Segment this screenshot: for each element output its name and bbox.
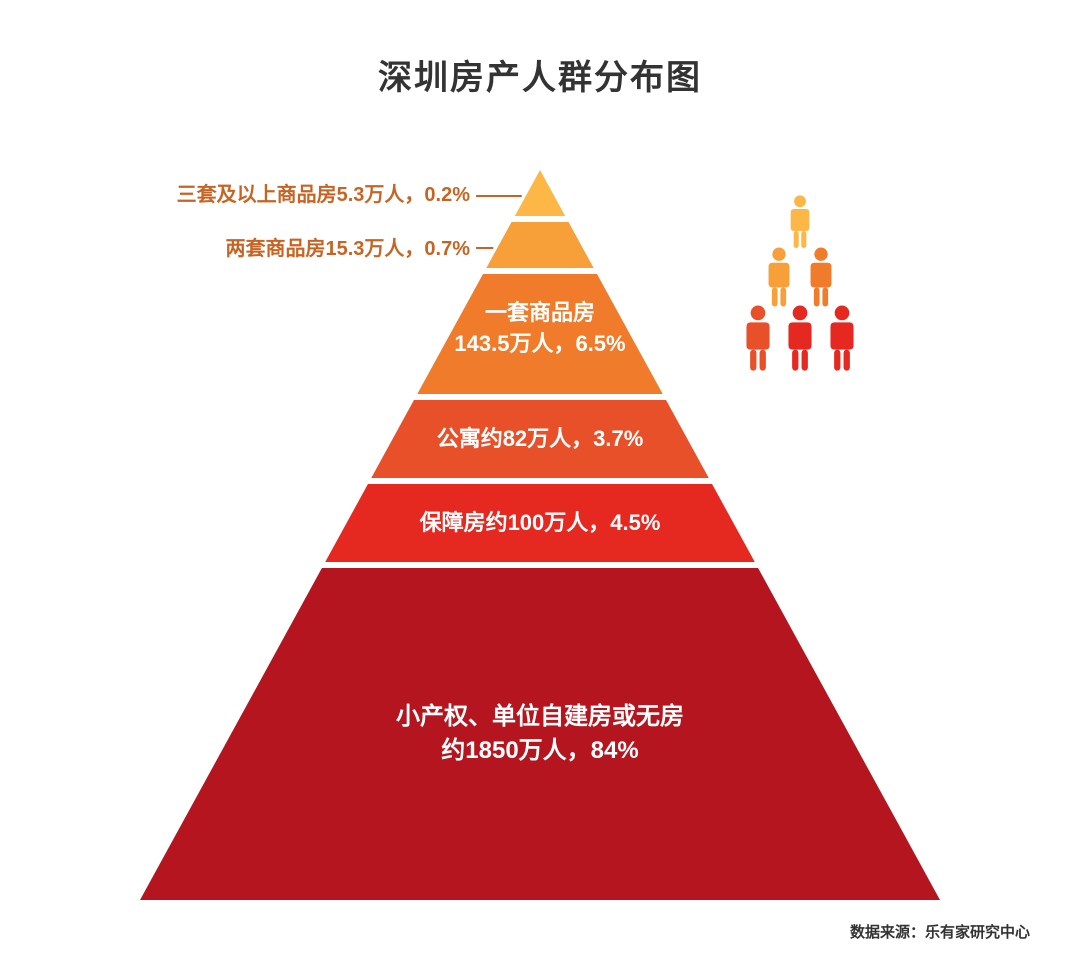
tier-label-5: 保障房约100万人，4.5% bbox=[0, 508, 1080, 539]
tier-label-4: 公寓约82万人，3.7% bbox=[0, 424, 1080, 455]
pyramid-tier-2 bbox=[486, 222, 593, 268]
person-icon bbox=[830, 306, 853, 371]
tier-label-3: 一套商品房 143.5万人，6.5% bbox=[0, 298, 1080, 360]
tier-label-line2: 约1850万人，84% bbox=[0, 734, 1080, 768]
tier-label-2: 两套商品房15.3万人，0.7% bbox=[225, 232, 470, 261]
source-label: 数据来源：乐有家研究中心 bbox=[850, 921, 1030, 942]
tier-label-1: 三套及以上商品房5.3万人，0.2% bbox=[177, 178, 470, 207]
tier-label-line1: 一套商品房 bbox=[485, 300, 595, 325]
person-icon bbox=[746, 306, 769, 371]
tier-label-line1: 公寓约82万人，3.7% bbox=[437, 426, 644, 451]
person-icon bbox=[769, 248, 790, 307]
person-icon bbox=[811, 248, 832, 307]
tier-label-line1: 保障房约100万人，4.5% bbox=[420, 510, 661, 535]
people-pyramid-icon bbox=[690, 180, 910, 400]
tier-label-line2: 143.5万人，6.5% bbox=[0, 329, 1080, 360]
person-icon bbox=[788, 306, 811, 371]
pyramid-chart bbox=[0, 0, 1080, 964]
tier-label-line1: 小产权、单位自建房或无房 bbox=[396, 703, 684, 730]
pyramid-tier-1 bbox=[515, 170, 565, 216]
person-icon bbox=[791, 195, 810, 248]
tier-label-6: 小产权、单位自建房或无房约1850万人，84% bbox=[0, 700, 1080, 767]
